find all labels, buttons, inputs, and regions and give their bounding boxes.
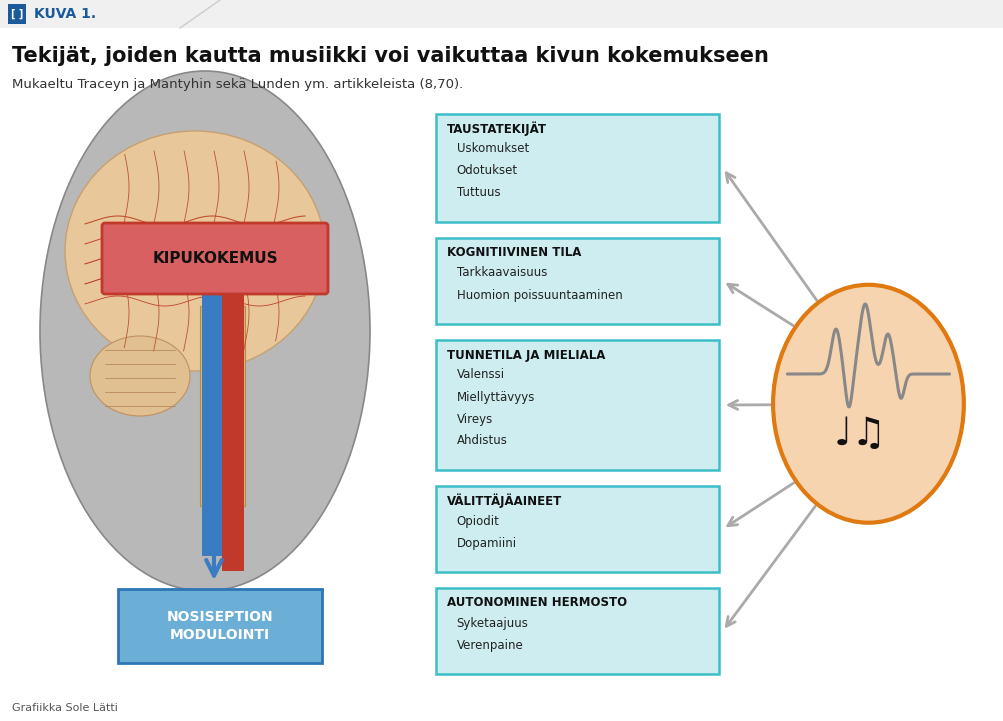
- Text: NOSISEPTION
MODULOINTI: NOSISEPTION MODULOINTI: [166, 610, 273, 642]
- Text: Tarkkaavaisuus: Tarkkaavaisuus: [456, 267, 547, 280]
- Bar: [222, 291, 244, 571]
- FancyBboxPatch shape: [435, 588, 718, 674]
- Ellipse shape: [65, 131, 325, 371]
- Text: Vireys: Vireys: [456, 412, 492, 425]
- Text: Tuttuus: Tuttuus: [456, 187, 499, 200]
- FancyBboxPatch shape: [102, 223, 328, 294]
- Text: Huomion poissuuntaaminen: Huomion poissuuntaaminen: [456, 288, 622, 301]
- Text: Uskomukset: Uskomukset: [456, 143, 529, 156]
- Text: Valenssi: Valenssi: [456, 368, 505, 381]
- Bar: [8, 4, 26, 24]
- Text: Dopamiini: Dopamiini: [456, 536, 517, 549]
- Text: ♩♫: ♩♫: [833, 415, 887, 453]
- Text: TUNNETILA JA MIELIALA: TUNNETILA JA MIELIALA: [446, 348, 605, 361]
- Text: Syketaajuus: Syketaajuus: [456, 616, 529, 629]
- FancyBboxPatch shape: [435, 486, 718, 572]
- Text: Opiodit: Opiodit: [456, 515, 499, 528]
- Text: KIPUKOKEMUS: KIPUKOKEMUS: [152, 251, 278, 266]
- Text: KOGNITIIVINEN TILA: KOGNITIIVINEN TILA: [446, 247, 581, 260]
- Ellipse shape: [90, 336, 190, 416]
- Text: TAUSTATEKIJÄT: TAUSTATEKIJÄT: [446, 122, 547, 136]
- FancyBboxPatch shape: [435, 340, 718, 470]
- Ellipse shape: [772, 285, 963, 523]
- Text: [ ]: [ ]: [11, 9, 23, 19]
- Text: Tekijät, joiden kautta musiikki voi vaikuttaa kivun kokemukseen: Tekijät, joiden kautta musiikki voi vaik…: [12, 46, 768, 66]
- Text: KUVA 1.: KUVA 1.: [34, 7, 96, 21]
- Bar: [200, 306, 245, 506]
- Text: Ahdistus: Ahdistus: [456, 435, 508, 448]
- FancyBboxPatch shape: [435, 114, 718, 222]
- FancyBboxPatch shape: [435, 238, 718, 324]
- Bar: [202, 291, 226, 556]
- Text: Odotukset: Odotukset: [456, 164, 518, 177]
- Text: Verenpaine: Verenpaine: [456, 639, 523, 652]
- Text: Mukaeltu Traceyn ja Mantyhin sekä Lunden ym. artikkeleista (8,70).: Mukaeltu Traceyn ja Mantyhin sekä Lunden…: [12, 78, 462, 91]
- Text: AUTONOMINEN HERMOSTO: AUTONOMINEN HERMOSTO: [446, 596, 626, 609]
- Text: Miellyttävyys: Miellyttävyys: [456, 391, 535, 404]
- Text: VÄLITTÄJÄAINEET: VÄLITTÄJÄAINEET: [446, 494, 562, 508]
- Text: Grafiikka Sole Lätti: Grafiikka Sole Lätti: [12, 703, 117, 713]
- Ellipse shape: [40, 71, 370, 591]
- FancyBboxPatch shape: [118, 589, 322, 663]
- Bar: [0, 0, 1003, 28]
